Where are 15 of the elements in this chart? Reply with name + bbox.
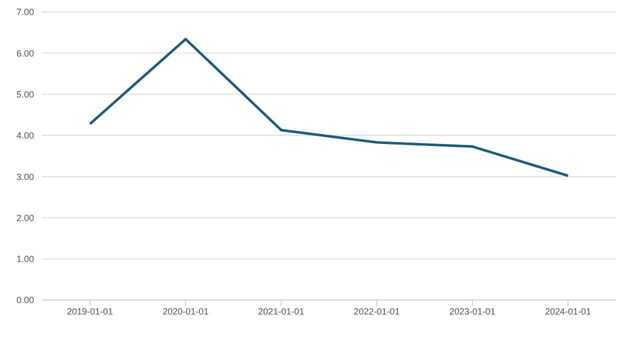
x-tick-label: 2024-01-01 bbox=[544, 306, 592, 316]
y-tick-label: 6.00 bbox=[16, 48, 34, 58]
x-tick-label: 2023-01-01 bbox=[449, 306, 496, 316]
y-tick-label: 0.00 bbox=[16, 295, 34, 306]
line-series bbox=[88, 38, 570, 177]
x-tick-label: 2020-01-01 bbox=[162, 306, 209, 316]
y-tick-label: 3.00 bbox=[16, 172, 34, 182]
x-tick-label: 2021-01-01 bbox=[258, 306, 304, 316]
y-tick-label: 4.00 bbox=[16, 130, 34, 141]
y-tick-label: 1.00 bbox=[16, 254, 34, 264]
y-tick-label: 5.00 bbox=[16, 89, 34, 100]
x-tick-label: 2022-01-01 bbox=[354, 306, 400, 316]
y-tick-label: 2.00 bbox=[16, 212, 34, 223]
y-tick-label: 7.00 bbox=[16, 7, 34, 18]
x-tick-label: 2019-01-01 bbox=[66, 306, 114, 316]
